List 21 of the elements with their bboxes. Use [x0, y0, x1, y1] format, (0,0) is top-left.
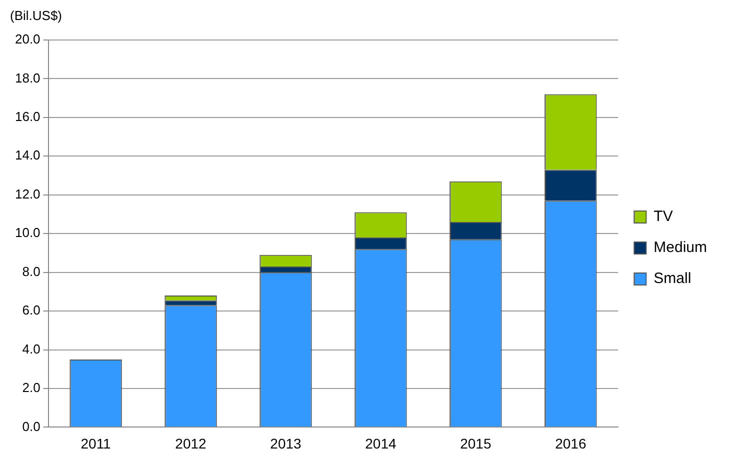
legend-label: TV	[654, 208, 673, 226]
y-tick-label: 18.0	[14, 70, 40, 86]
y-tick-label: 12.0	[14, 186, 40, 202]
x-tick-label: 2016	[555, 435, 586, 452]
y-tick-label: 0.0	[22, 418, 40, 434]
y-tick-label: 10.0	[14, 225, 40, 240]
y-axis-title: (Bil.US$)	[10, 8, 62, 24]
x-tick-label: 2012	[175, 435, 207, 452]
legend-label: Small	[654, 270, 692, 288]
y-tick-label: 2.0	[22, 380, 40, 396]
y-tick-label: 14.0	[14, 148, 40, 163]
y-tick-label: 8.0	[22, 264, 40, 279]
y-tick-label: 16.0	[14, 109, 40, 124]
x-tick-label: 2015	[460, 435, 492, 452]
legend-label: Medium	[654, 239, 708, 256]
x-tick-label: 2013	[270, 435, 302, 452]
x-tick-label: 2014	[365, 435, 396, 452]
x-tick-label: 2011	[80, 435, 112, 452]
y-tick-label: 6.0	[22, 302, 40, 318]
y-tick-label: 20.0	[14, 32, 40, 47]
y-tick-label: 4.0	[22, 341, 40, 356]
